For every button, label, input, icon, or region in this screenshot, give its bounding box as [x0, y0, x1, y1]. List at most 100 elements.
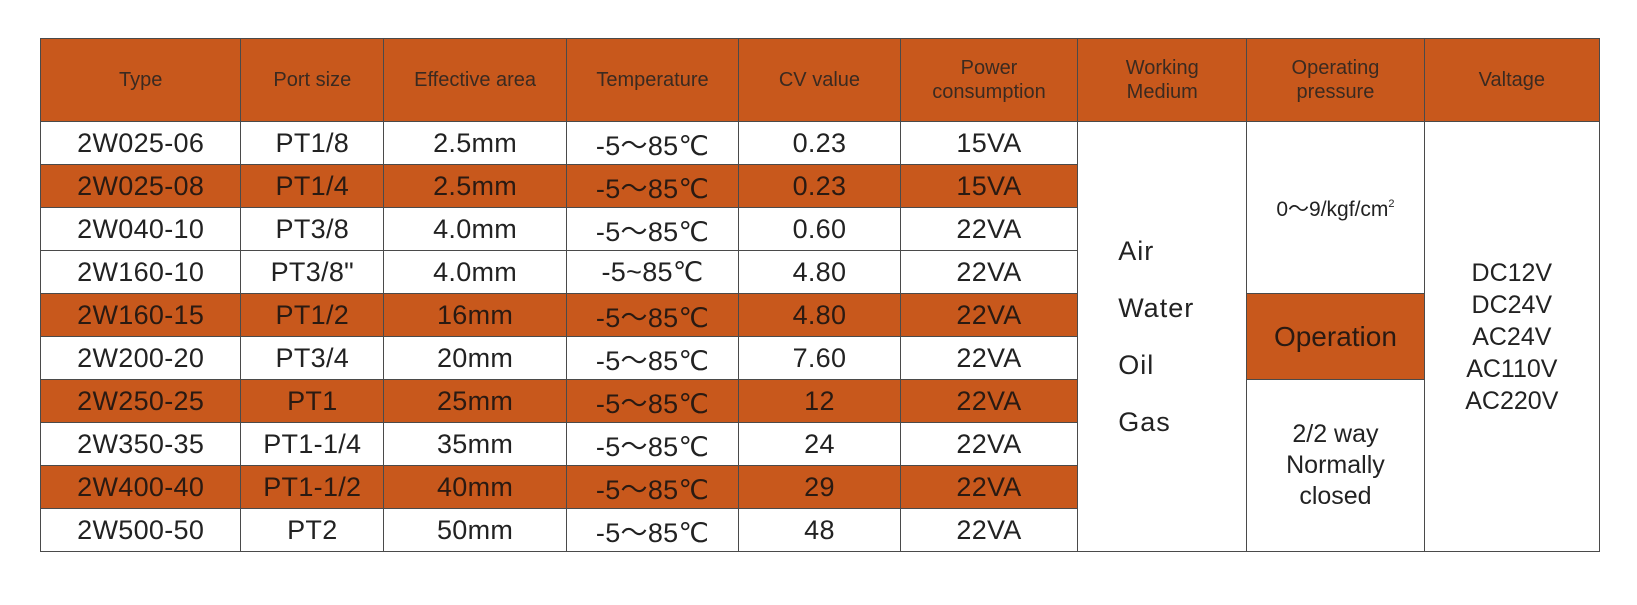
type-cell: 2W200-20 [39, 336, 242, 380]
port-size-cell: PT1-1/4 [240, 422, 385, 466]
header-temperature: Temperature [565, 38, 740, 122]
header-row: Type Port size Effective area Temperature CV… [39, 38, 1601, 122]
header-line: Valtage [1478, 69, 1545, 91]
cv-value-cell: 0.23 [738, 121, 901, 165]
power-cell: 22VA [899, 422, 1079, 466]
type-cell: 2W040-10 [39, 207, 242, 251]
medium-item: Oil [1118, 349, 1155, 380]
cv-value-cell: 7.60 [738, 336, 901, 380]
voltage-item: DC24V [1471, 290, 1553, 319]
effective-area-cell: 50mm [383, 508, 567, 552]
operating-pressure-cell: 0～9/kgf/cm2 [1246, 121, 1425, 294]
operation-line: 2/2 way [1292, 420, 1379, 448]
header-cv-value: CV value [738, 38, 901, 122]
type-cell: 2W500-50 [39, 508, 242, 552]
cv-value-cell: 4.80 [738, 293, 901, 337]
power-cell: 22VA [899, 293, 1079, 337]
table-row: 2W400-40 PT1-1/2 40mm -5～85℃ 29 22VA [39, 465, 1600, 509]
operation-label: Operation [1246, 293, 1425, 380]
power-cell: 15VA [899, 164, 1079, 208]
header-line: Temperature [596, 69, 709, 91]
type-cell: 2W160-15 [39, 293, 242, 337]
header-operating-pressure: Operating pressure [1246, 38, 1425, 122]
port-size-cell: PT3/8 [240, 207, 385, 251]
operation-value-cell: 2/2 way Normally closed [1246, 379, 1425, 552]
table-row: 2W250-25 PT1 25mm -5～85℃ 12 22VA 2/2 way Normal… [39, 379, 1600, 552]
temperature-cell: -5～85℃ [565, 379, 740, 423]
port-size-cell: PT1/8 [240, 121, 385, 165]
medium-item: Air [1118, 235, 1155, 266]
temperature-cell: -5～85℃ [565, 293, 740, 337]
power-cell: 22VA [899, 379, 1079, 423]
effective-area-cell: 2.5mm [383, 121, 567, 165]
cv-value-cell: 29 [738, 465, 901, 509]
port-size-cell: PT1/2 [240, 293, 385, 337]
spec-table-wrapper: Type Port size Effective area Temperature CV… [39, 38, 1601, 552]
effective-area-cell: 25mm [383, 379, 567, 423]
voltage-cell: DC12V DC24V AC24V AC110V AC220V [1423, 121, 1601, 552]
effective-area-cell: 4.0mm [383, 207, 567, 251]
port-size-cell: PT2 [240, 508, 385, 552]
effective-area-cell: 35mm [383, 422, 567, 466]
table-row: 2W025-06 PT1/8 2.5mm -5～85℃ 0.23 15VA Air Water… [39, 121, 1601, 552]
table-row: 2W040-10 PT3/8 4.0mm -5～85℃ 0.60 22VA [39, 207, 1600, 251]
header-line: Operating [1291, 57, 1380, 79]
temperature-cell: -5～85℃ [565, 164, 740, 208]
type-cell: 2W160-10 [39, 250, 242, 294]
effective-area-cell: 4.0mm [383, 250, 567, 294]
effective-area-cell: 2.5mm [383, 164, 567, 208]
header-voltage: Valtage [1423, 38, 1601, 122]
port-size-cell: PT3/8" [240, 250, 385, 294]
cv-value-cell: 0.60 [738, 207, 901, 251]
table-row: 2W350-35 PT1-1/4 35mm -5～85℃ 24 22VA [39, 422, 1600, 466]
cv-value-cell: 0.23 [738, 164, 901, 208]
voltage-item: AC220V [1465, 386, 1559, 415]
temperature-cell: -5～85℃ [565, 207, 740, 251]
spec-table: Type Port size Effective area Temperature CV… [39, 38, 1601, 552]
header-line: Port size [273, 69, 352, 91]
table-row: 2W500-50 PT2 50mm -5～85℃ 48 22VA [39, 508, 1600, 552]
power-cell: 15VA [899, 121, 1079, 165]
medium-item: Water [1118, 292, 1195, 323]
port-size-cell: PT1 [240, 379, 385, 423]
header-line: CV value [778, 69, 861, 91]
table-row: 2W200-20 PT3/4 20mm -5～85℃ 7.60 22VA [39, 336, 1600, 380]
port-size-cell: PT1-1/2 [240, 465, 385, 509]
header-type: Type [39, 38, 242, 122]
pressure-value: 0～9/kgf/cm [1276, 197, 1389, 221]
voltage-item: AC110V [1466, 354, 1558, 383]
table-row: 2W025-08 PT1/4 2.5mm -5～85℃ 0.23 15VA [39, 164, 1600, 208]
type-cell: 2W025-06 [39, 121, 242, 165]
type-cell: 2W250-25 [39, 379, 242, 423]
voltage-item: AC24V [1472, 322, 1552, 351]
type-cell: 2W400-40 [39, 465, 242, 509]
cv-value-cell: 12 [738, 379, 901, 423]
header-effective-area: Effective area [383, 38, 567, 122]
power-cell: 22VA [899, 508, 1079, 552]
header-line: Effective area [414, 69, 537, 91]
header-port-size: Port size [240, 38, 385, 122]
header-line: consumption [932, 81, 1046, 103]
effective-area-cell: 20mm [383, 336, 567, 380]
header-line: Power [960, 57, 1018, 79]
header-line: Medium [1126, 81, 1198, 103]
power-cell: 22VA [899, 465, 1079, 509]
working-medium-cell: Air Water Oil Gas [1077, 121, 1248, 552]
port-size-cell: PT1/4 [240, 164, 385, 208]
cv-value-cell: 24 [738, 422, 901, 466]
type-cell: 2W350-35 [39, 422, 242, 466]
temperature-cell: -5～85℃ [565, 336, 740, 380]
header-line: pressure [1296, 81, 1375, 103]
table-body: 2W025-06 PT1/8 2.5mm -5～85℃ 0.23 15VA Air Water… [39, 121, 1601, 552]
port-size-cell: PT3/4 [240, 336, 385, 380]
voltage-item: DC12V [1471, 258, 1553, 287]
operation-line: Normally [1286, 451, 1385, 479]
power-cell: 22VA [899, 207, 1079, 251]
pressure-unit-superscript: 2 [1388, 197, 1395, 210]
temperature-cell: -5～85℃ [565, 121, 740, 165]
table-row: 2W160-15 PT1/2 16mm -5～85℃ 4.80 22VA Operation [39, 293, 1600, 380]
header-line: Working [1125, 57, 1199, 79]
temperature-cell: -5~85℃ [565, 250, 740, 294]
type-cell: 2W025-08 [39, 164, 242, 208]
header-line: Type [118, 69, 163, 91]
